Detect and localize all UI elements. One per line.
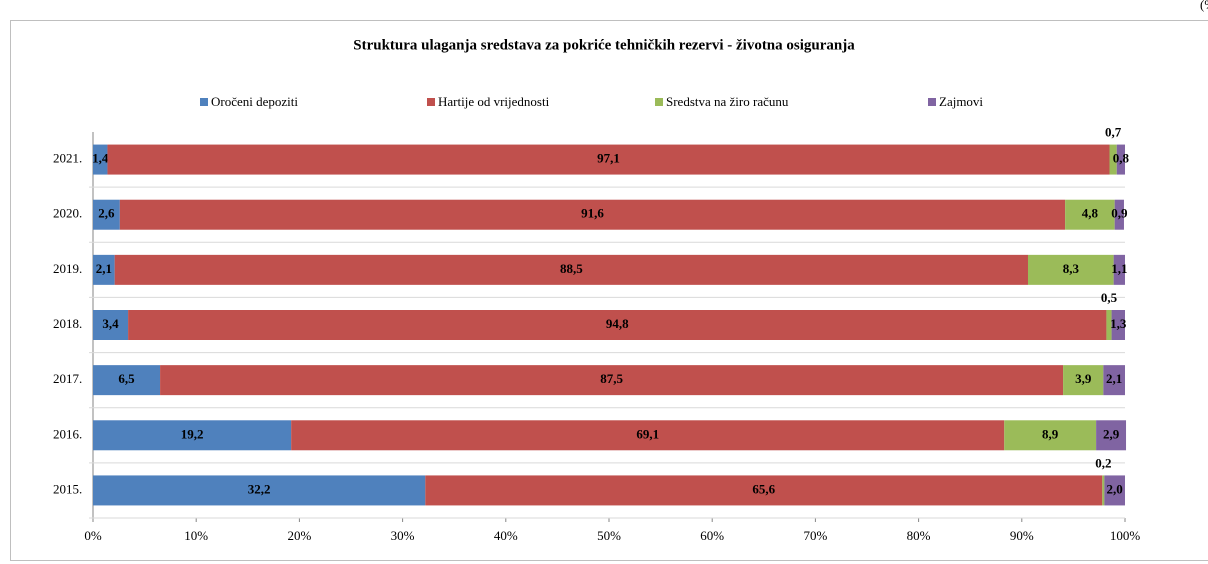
chart-title: Struktura ulaganja sredstava za pokriće … <box>353 37 855 53</box>
bar-segment <box>119 199 1066 230</box>
bar-segment <box>1116 144 1125 175</box>
bar-segment <box>114 254 1028 285</box>
x-tick-label: 10% <box>184 528 208 543</box>
bar-segment <box>128 310 1107 340</box>
bar-segment <box>1104 475 1125 506</box>
x-tick-label: 70% <box>803 528 827 543</box>
bar-segment <box>1111 310 1125 340</box>
x-tick-label: 100% <box>1110 528 1141 543</box>
value-label: 88,5 <box>560 261 583 276</box>
x-tick-label: 0% <box>84 528 102 543</box>
legend-swatch <box>200 98 208 106</box>
bar-segment <box>291 420 1005 451</box>
x-tick-label: 40% <box>494 528 518 543</box>
bar-segment <box>425 475 1103 506</box>
x-tick-label: 20% <box>287 528 311 543</box>
x-tick-label: 90% <box>1010 528 1034 543</box>
value-label: 3,4 <box>102 316 119 331</box>
value-label: 69,1 <box>636 426 659 441</box>
bar-segment <box>93 254 115 285</box>
legend-swatch <box>427 98 435 106</box>
bar-segment <box>93 144 108 175</box>
y-tick-label: 2016. <box>53 426 82 441</box>
legend-swatch <box>928 98 936 106</box>
bar-segment <box>1063 365 1104 396</box>
legend-label: Hartije od vrijednosti <box>438 94 550 109</box>
value-label: 2,0 <box>1107 481 1123 496</box>
value-label: 0,9 <box>1111 206 1128 221</box>
bar-segment <box>93 199 120 230</box>
value-label: 0,2 <box>1095 455 1111 470</box>
bar-segment <box>1114 199 1124 230</box>
value-label: 65,6 <box>752 481 775 496</box>
value-label: 8,9 <box>1042 426 1059 441</box>
bar-segment <box>1004 420 1097 451</box>
bar-segment <box>1109 144 1117 175</box>
x-tick-label: 50% <box>597 528 621 543</box>
value-label: 1,4 <box>92 151 109 166</box>
bar-segment <box>93 310 129 340</box>
y-tick-label: 2019. <box>53 261 82 276</box>
bar-segment <box>160 365 1064 396</box>
x-tick-label: 80% <box>907 528 931 543</box>
value-label: 87,5 <box>600 371 623 386</box>
value-label: 4,8 <box>1082 206 1099 221</box>
value-label: 94,8 <box>606 316 629 331</box>
bar-segment <box>1106 310 1112 340</box>
bar-segment <box>1113 254 1125 285</box>
legend-label: Sredstva na žiro računu <box>666 94 789 109</box>
unit-note: (% <box>1200 0 1208 12</box>
legend-label: Zajmovi <box>939 94 983 109</box>
value-label: 2,1 <box>96 261 112 276</box>
value-label: 19,2 <box>181 426 204 441</box>
bar-segment <box>1103 365 1125 396</box>
value-label: 97,1 <box>597 151 620 166</box>
value-label: 91,6 <box>581 206 604 221</box>
value-label: 2,6 <box>98 206 115 221</box>
value-label: 2,9 <box>1103 426 1120 441</box>
legend-swatch <box>655 98 663 106</box>
value-label: 1,3 <box>1110 316 1127 331</box>
value-label: 32,2 <box>248 481 271 496</box>
value-label: 0,7 <box>1105 125 1122 140</box>
value-label: 2,1 <box>1106 371 1122 386</box>
y-tick-label: 2018. <box>53 316 82 331</box>
bar-segment <box>1065 199 1115 230</box>
bar-segment <box>1096 420 1127 451</box>
bar-segment <box>93 420 292 451</box>
y-tick-label: 2021. <box>53 151 82 166</box>
value-label: 1,1 <box>1111 261 1127 276</box>
value-label: 8,3 <box>1063 261 1080 276</box>
value-label: 6,5 <box>118 371 135 386</box>
bar-segment <box>93 365 161 396</box>
legend-label: Oročeni depoziti <box>211 94 298 109</box>
value-label: 0,8 <box>1113 151 1130 166</box>
value-label: 3,9 <box>1075 371 1092 386</box>
y-tick-label: 2020. <box>53 206 82 221</box>
value-label: 0,5 <box>1101 290 1118 305</box>
bar-segment <box>107 144 1110 175</box>
x-tick-label: 30% <box>391 528 415 543</box>
y-tick-label: 2015. <box>53 481 82 496</box>
bar-segment <box>1027 254 1114 285</box>
bar-segment <box>1102 475 1105 506</box>
chart-frame <box>10 20 1208 561</box>
bar-segment <box>93 475 426 506</box>
y-tick-label: 2017. <box>53 371 82 386</box>
x-tick-label: 60% <box>700 528 724 543</box>
